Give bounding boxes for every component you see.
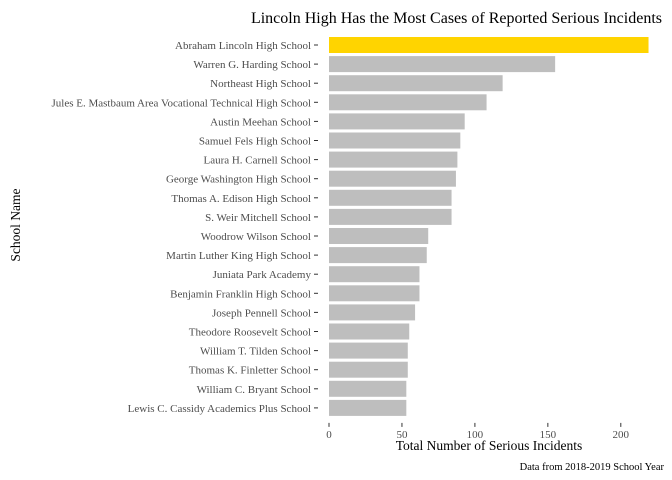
y-tick-label: Joseph Pennell School xyxy=(212,307,311,319)
bar xyxy=(329,266,420,283)
bar xyxy=(329,56,556,73)
y-tick-label: Woodrow Wilson School xyxy=(201,231,311,243)
y-tick-label: Benjamin Franklin High School xyxy=(170,288,311,300)
bar xyxy=(329,342,408,359)
x-ticks: 0 50 100 150 200 xyxy=(326,422,630,441)
bar xyxy=(329,151,458,168)
y-tick-label: Laura H. Carnell School xyxy=(203,155,311,167)
bar xyxy=(329,247,427,264)
y-tick-label: William C. Bryant School xyxy=(197,384,311,396)
bar xyxy=(329,228,429,244)
bar xyxy=(329,37,649,53)
bar xyxy=(329,75,503,92)
x-tick-label: 100 xyxy=(467,429,484,441)
y-tick-label: Juniata Park Academy xyxy=(213,269,312,281)
bar xyxy=(329,208,452,225)
y-tick-label: Warren G. Harding School xyxy=(193,59,311,71)
y-tick-label: Lewis C. Cassidy Academics Plus School xyxy=(128,403,311,415)
y-tick-label: Thomas K. Finletter School xyxy=(189,365,311,377)
y-tick-label: Northeast High School xyxy=(210,78,311,90)
chart-title: Lincoln High Has the Most Cases of Repor… xyxy=(251,10,662,27)
y-tick-label: William T. Tilden School xyxy=(200,346,311,358)
y-tick-label: Jules E. Mastbaum Area Vocational Techni… xyxy=(51,97,311,109)
y-tick-label: Thomas A. Edison High School xyxy=(171,193,311,205)
y-tick-label: George Washington High School xyxy=(166,174,311,186)
bar xyxy=(329,94,487,111)
y-tick-label: S. Weir Mitchell School xyxy=(205,212,311,224)
y-tick-label: Martin Luther King High School xyxy=(166,250,311,262)
y-tick-label: Samuel Fels High School xyxy=(199,136,311,148)
bar xyxy=(329,113,465,130)
chart-caption: Data from 2018-2019 School Year xyxy=(520,462,665,473)
y-tick-labels: Abraham Lincoln High School Warren G. Har… xyxy=(51,40,318,415)
x-tick-label: 50 xyxy=(396,429,408,441)
bar xyxy=(329,399,407,416)
bar xyxy=(329,380,407,397)
x-axis-title: Total Number of Serious Incidents xyxy=(396,438,583,453)
bar xyxy=(329,189,452,206)
x-tick-label: 150 xyxy=(540,429,557,441)
bar xyxy=(329,361,408,378)
y-tick-label: Theodore Roosevelt School xyxy=(189,327,311,339)
x-tick-label: 0 xyxy=(326,429,332,441)
y-axis-title: School Name xyxy=(8,188,23,261)
bar xyxy=(329,323,410,340)
x-tick-label: 200 xyxy=(613,429,630,441)
bar xyxy=(329,170,456,187)
bar xyxy=(329,304,416,321)
bars-group xyxy=(329,37,649,416)
bar xyxy=(329,285,420,302)
bar xyxy=(329,132,461,149)
y-tick-label: Abraham Lincoln High School xyxy=(175,40,311,52)
y-tick-label: Austin Meehan School xyxy=(210,116,311,128)
